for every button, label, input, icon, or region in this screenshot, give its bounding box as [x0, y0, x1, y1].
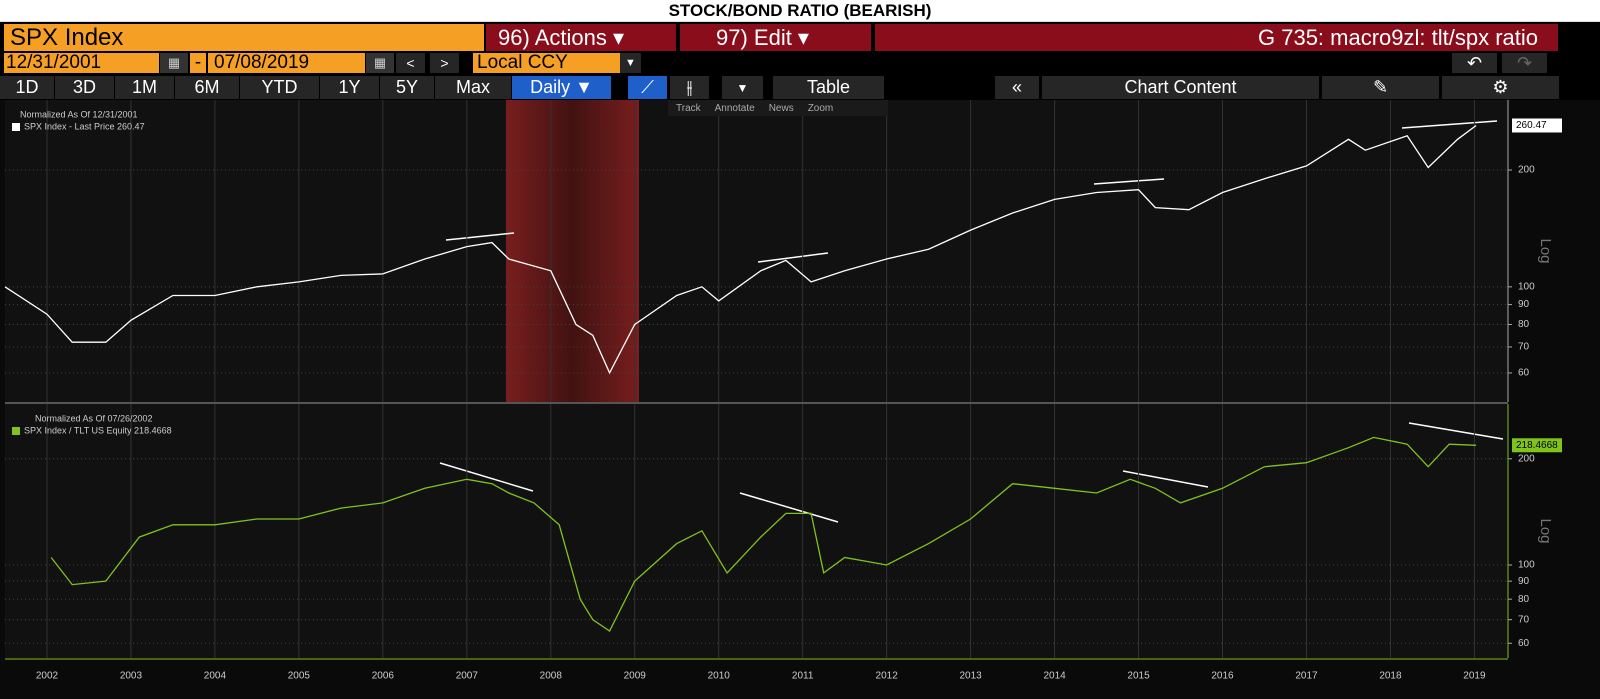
x-tick-label: 2009: [624, 671, 647, 682]
period-button[interactable]: 1Y: [320, 76, 380, 99]
y-tick-label: 70: [1518, 614, 1530, 625]
x-tick-label: 2003: [120, 671, 143, 682]
x-tick-label: 2011: [792, 671, 814, 682]
period-button[interactable]: 1M: [115, 76, 175, 99]
y-tick-label: 100: [1518, 281, 1535, 292]
x-tick-label: 2016: [1211, 671, 1234, 682]
y-tick-label: 70: [1518, 342, 1530, 353]
trend-lines: [439, 120, 1504, 523]
trend-line: [1408, 422, 1504, 440]
legend-title: Normalized As Of 12/31/2001: [20, 109, 138, 119]
y-tick-label: 100: [1518, 560, 1535, 571]
line: [50, 436, 1477, 632]
legend-title: Normalized As Of 07/26/2002: [35, 413, 153, 423]
bar-chart-button[interactable]: ⫲: [670, 76, 710, 99]
y-axis-label: Log: [1537, 518, 1554, 543]
period-button[interactable]: 1D: [0, 76, 55, 99]
x-tick-label: 2014: [1043, 671, 1066, 682]
y-tick-label: 80: [1518, 319, 1530, 330]
trend-line: [1122, 470, 1209, 488]
period-button[interactable]: 6M: [175, 76, 240, 99]
edit-chart-button[interactable]: ✎: [1322, 76, 1440, 99]
function-name: G 735: macro9zl: tlt/spx ratio: [875, 24, 1560, 51]
trend-line: [739, 492, 839, 523]
period-button[interactable]: 5Y: [380, 76, 435, 99]
edit-menu[interactable]: 97) Edit ▾: [680, 24, 873, 51]
settings-button[interactable]: ⚙: [1442, 76, 1560, 99]
last-value-label: 218.4668: [1516, 440, 1558, 451]
x-tick-label: 2017: [1295, 671, 1318, 682]
last-value-box: [1512, 438, 1562, 453]
x-tick-label: 2015: [1127, 671, 1150, 682]
next-button[interactable]: >: [430, 53, 460, 73]
y-tick-label: 90: [1518, 299, 1530, 310]
collapse-button[interactable]: «: [995, 76, 1040, 99]
x-tick-label: 2012: [876, 671, 899, 682]
last-value-box: [1512, 118, 1562, 133]
end-date[interactable]: 07/08/2019: [208, 53, 365, 73]
calendar-icon[interactable]: ▦: [366, 53, 394, 73]
trend-line: [757, 252, 829, 263]
panel-bg: [5, 100, 1508, 402]
legend-label: SPX Index - Last Price 260.47: [24, 121, 145, 131]
tool-button[interactable]: Track: [676, 102, 701, 114]
tool-button[interactable]: Annotate: [714, 102, 755, 114]
period-button[interactable]: Max: [435, 76, 512, 99]
frequency[interactable]: Daily ▼: [512, 76, 612, 99]
y-tick-label: 80: [1518, 594, 1530, 605]
tool-bar: Track Annotate News Zoom: [668, 100, 888, 116]
x-tick-label: 2013: [959, 671, 982, 682]
y-axis-label: Log: [1537, 238, 1554, 263]
trend-line: [439, 462, 534, 492]
chart-type-dropdown[interactable]: ▼: [722, 76, 764, 99]
x-tick-label: 2002: [36, 671, 59, 682]
redo-button[interactable]: ↷: [1502, 53, 1548, 73]
last-value-label: 260.47: [1516, 120, 1547, 131]
title: STOCK/BOND RATIO (BEARISH): [0, 0, 1600, 22]
tool-button[interactable]: News: [768, 102, 794, 114]
y-tick-label: 200: [1518, 165, 1535, 176]
x-tick-label: 2008: [540, 671, 563, 682]
y-tick-label: 90: [1518, 576, 1530, 587]
x-tick-label: 2018: [1379, 671, 1402, 682]
chart-content-button[interactable]: Chart Content: [1042, 76, 1320, 99]
x-tick-label: 2006: [372, 671, 395, 682]
tool-button[interactable]: Zoom: [807, 102, 834, 114]
currency-dropdown[interactable]: ▼: [620, 53, 642, 73]
period-button[interactable]: YTD: [240, 76, 320, 99]
legend-swatch: [12, 123, 20, 131]
legend-label: SPX Index / TLT US Equity 218.4668: [24, 425, 172, 435]
period-button[interactable]: 3D: [55, 76, 115, 99]
recession-shade: [506, 100, 639, 402]
y-tick-label: 60: [1518, 638, 1530, 649]
currency[interactable]: Local CCY: [473, 53, 641, 73]
date-separator: -: [190, 53, 206, 73]
ticker[interactable]: SPX Index: [4, 24, 484, 51]
line: [4, 124, 1477, 375]
panel-bg: [5, 404, 1508, 658]
prev-button[interactable]: <: [396, 53, 426, 73]
trend-line: [445, 232, 515, 241]
x-tick-label: 2005: [288, 671, 311, 682]
y-tick-label: 200: [1518, 453, 1535, 464]
y-tick-label: 60: [1518, 368, 1530, 379]
x-tick-label: 2019: [1463, 671, 1486, 682]
table-button[interactable]: Table: [773, 76, 885, 99]
undo-button[interactable]: ↶: [1452, 53, 1498, 73]
start-date[interactable]: 12/31/2001: [4, 53, 159, 73]
trend-line: [1093, 178, 1165, 185]
calendar-icon[interactable]: ▦: [160, 53, 188, 73]
trend-line: [1401, 120, 1498, 129]
x-tick-label: 2010: [708, 671, 731, 682]
legend-swatch: [12, 427, 20, 435]
x-tick-label: 2004: [204, 671, 227, 682]
x-tick-label: 2007: [456, 671, 479, 682]
line-chart-button[interactable]: ⟋: [628, 76, 668, 99]
actions-menu[interactable]: 96) Actions ▾: [486, 24, 678, 51]
